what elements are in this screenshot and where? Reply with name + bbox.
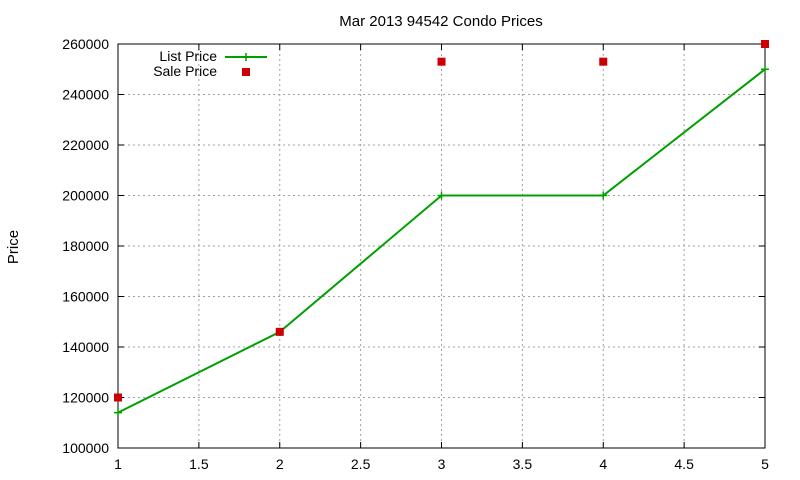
grid-layer [118,44,765,448]
legend-swatch-sale-price [242,68,250,76]
series-layer [114,40,769,417]
legend-label-list-price: List Price [159,48,217,64]
legend-marker-list-price [242,53,250,61]
sale-price-point [114,393,122,402]
legend-label-sale-price: Sale Price [153,63,217,79]
x-tick-label: 4.5 [674,456,694,472]
y-tick-label: 160000 [62,289,109,305]
x-tick-label: 3.5 [513,456,533,472]
x-tick-label: 3 [438,456,446,472]
sale-price-point [761,40,769,48]
x-tick-label: 2 [276,456,284,472]
list-price-point [761,65,769,74]
x-tick-label: 1.5 [189,456,209,472]
y-tick-label: 180000 [62,238,109,254]
y-tick-label: 100000 [62,440,109,456]
x-tick-label: 2.5 [351,456,371,472]
chart-title: Mar 2013 94542 Condo Prices [339,13,542,30]
x-tick-label: 5 [761,456,769,472]
x-tick-label: 1 [114,456,122,472]
y-tick-label: 120000 [62,390,109,406]
list-price-point [599,191,608,200]
y-tick-label: 220000 [62,137,109,153]
y-tick-label: 240000 [62,87,109,103]
ticks-layer: 1 1.5 2 2.5 3 3.5 4 4.5 5 100000 120000 140000 16000… [62,36,769,472]
y-tick-label: 260000 [62,36,109,52]
list-price-point [437,191,446,200]
y-axis-label: Price [5,230,22,264]
x-tick-label: 4 [599,456,607,472]
plot-frame [117,43,766,449]
sale-price-point [599,57,608,66]
y-tick-label: 140000 [62,339,109,355]
y-tick-label: 200000 [62,188,109,204]
sale-price-point [275,327,284,336]
list-price-point [114,408,122,417]
sale-price-point [437,57,446,66]
